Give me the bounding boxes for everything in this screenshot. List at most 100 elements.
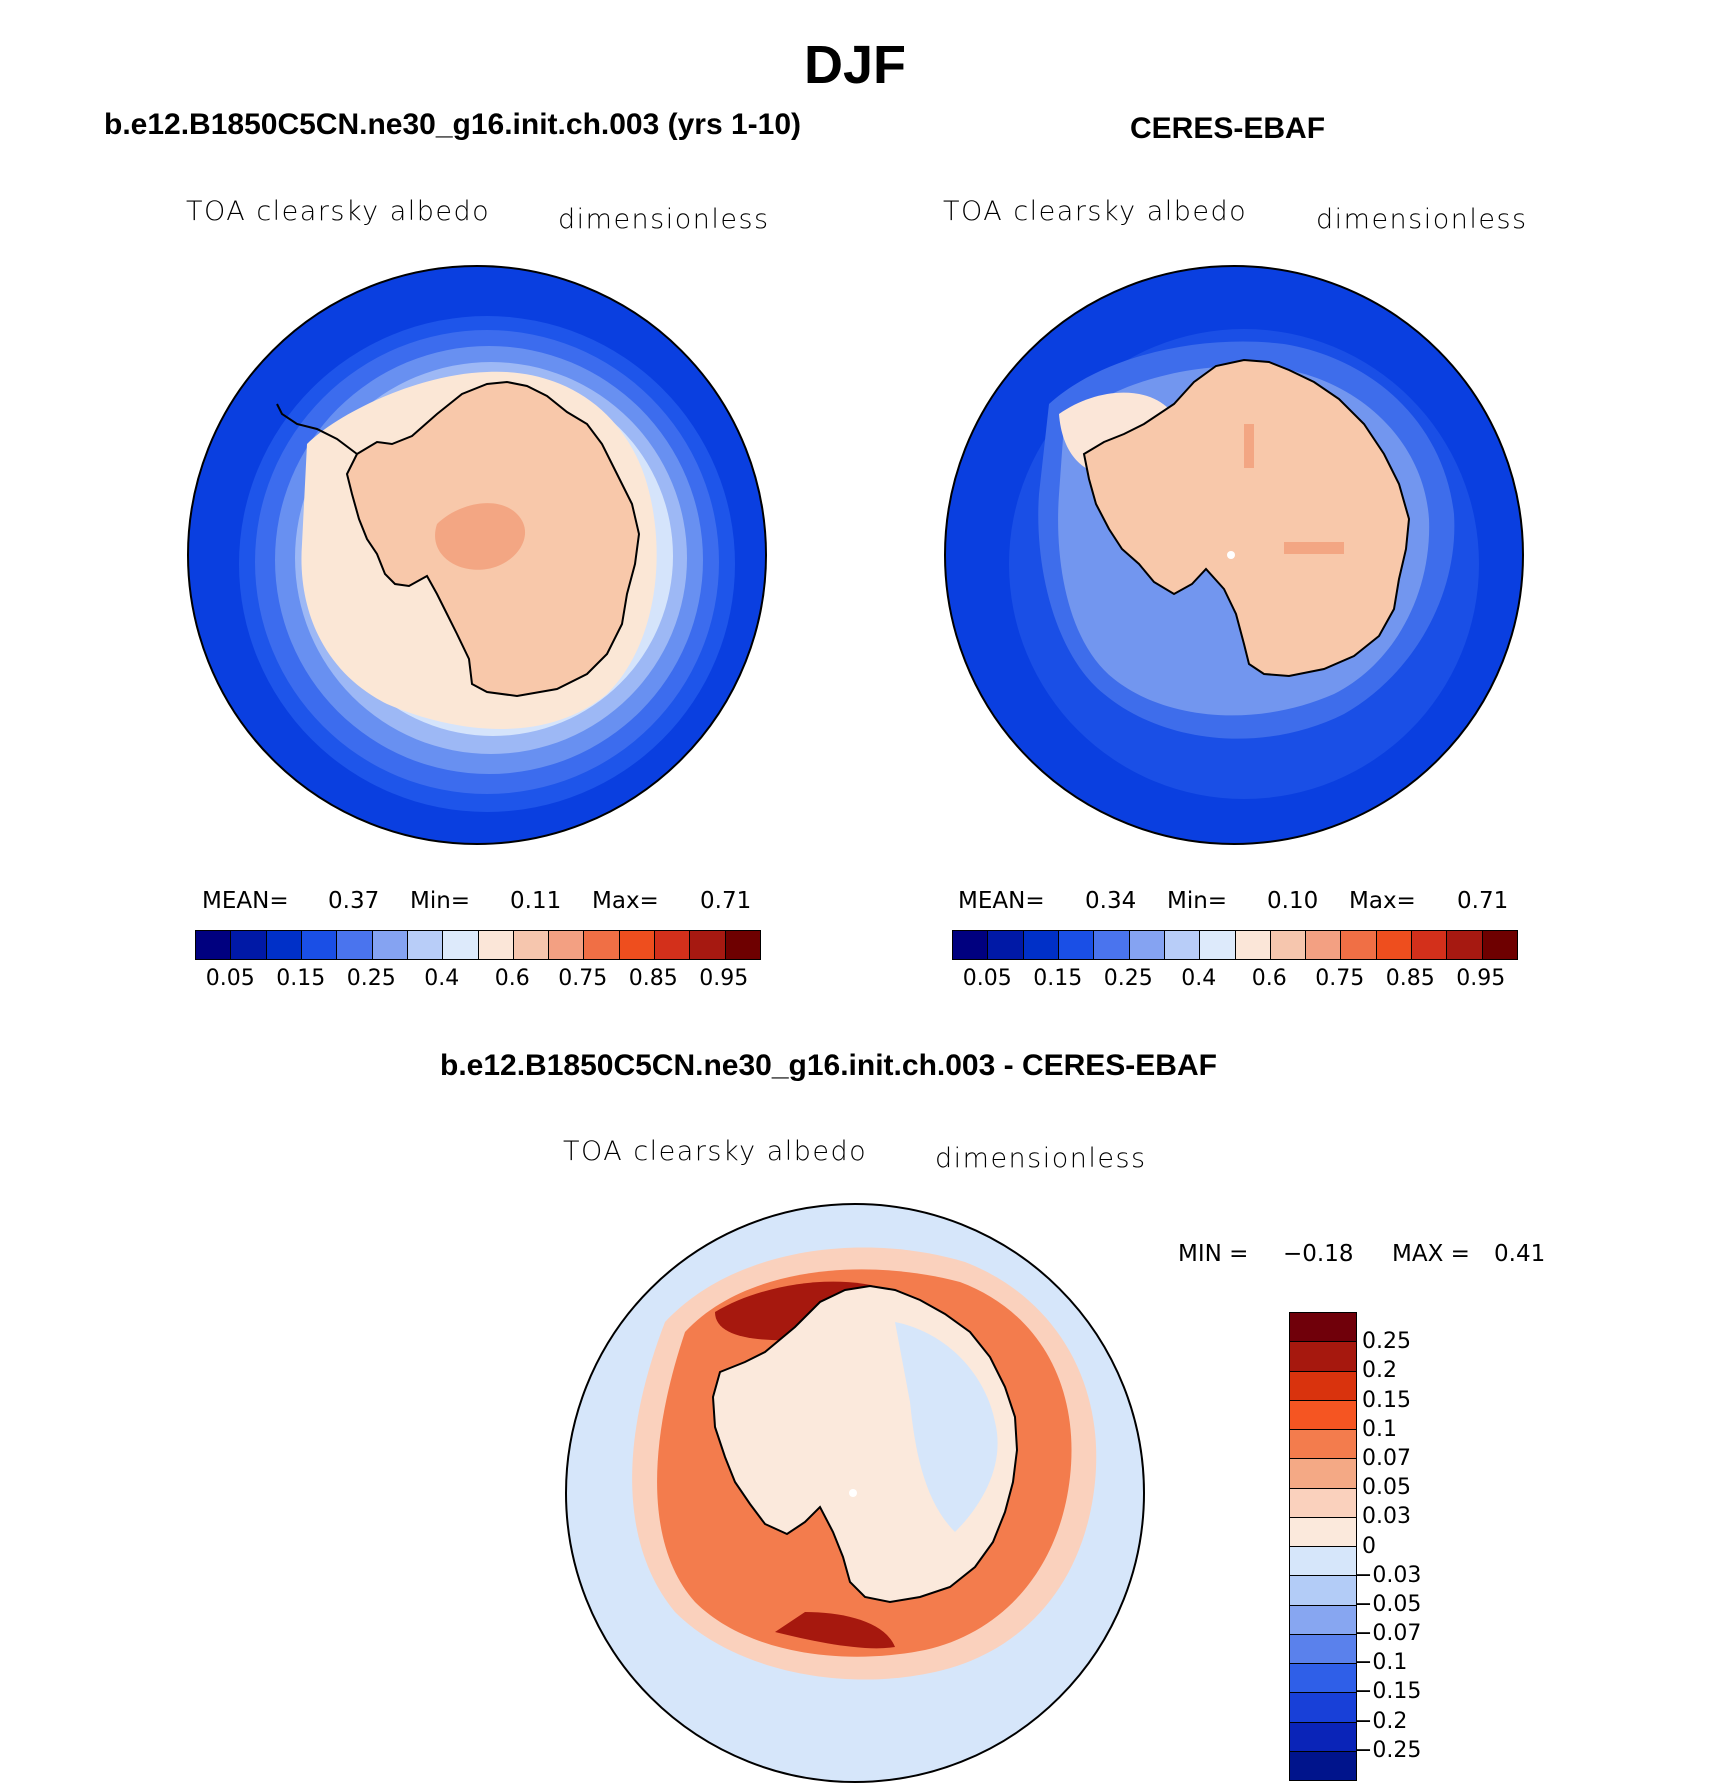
colorbar-swatch [301,931,338,959]
diff-polar-map [565,1203,1145,1783]
figure-title: DJF [803,35,906,95]
colorbar-swatch [513,931,550,959]
colorbar-swatch [1094,931,1130,959]
colorbar-swatch [337,931,373,959]
colorbar-tick-label: 0.15 [1033,966,1083,991]
colorbar-tick-label: 0.05 [205,966,255,991]
colorbar-tick-label: 0.95 [1456,966,1506,991]
diff-colorbar-ticks: 0.25 0.2 0.15 0.1 0.07 0.05 0.03 0 −0.03 −0.05 −0.… [1354,1312,1452,1779]
diff-panel-title: b.e12.B1850C5CN.ne30_g16.init.ch.003 - C… [440,1049,1217,1082]
colorbar-tick-label: 0.95 [699,966,749,991]
model-mean-label: MEAN= [202,888,289,914]
colorbar-swatch [1023,931,1059,959]
colorbar-swatch [1290,1605,1356,1635]
colorbar-swatch [1290,1371,1356,1401]
colorbar-swatch [1290,1430,1356,1460]
obs-max-value: 0.71 [1457,888,1509,914]
obs-mean-value: 0.34 [1085,888,1137,914]
colorbar-swatch [1290,1400,1356,1430]
model-min-label: Min= [410,888,471,914]
colorbar-swatch [266,931,302,959]
colorbar-swatch [1376,931,1413,959]
colorbar-tick-label: 0.07 [1362,1445,1411,1471]
colorbar-tick-label: 0.75 [1315,966,1365,991]
colorbar-swatch [1235,931,1271,959]
colorbar-tick-label: 0.75 [558,966,608,991]
colorbar-swatch [953,931,989,959]
obs-variable-label: TOA clearsky albedo [943,196,1248,227]
obs-min-value: 0.10 [1267,888,1319,914]
model-colorbar [195,930,761,960]
colorbar-tick-label: 0.85 [628,966,678,991]
colorbar-swatch [1290,1517,1356,1547]
colorbar-tick-label: 0.6 [494,966,530,991]
model-max-label: Max= [592,888,659,914]
obs-min-label: Min= [1167,888,1228,914]
colorbar-swatch [619,931,656,959]
colorbar-swatch [1290,1576,1356,1606]
model-mean-value: 0.37 [328,888,380,914]
obs-antarctica-land [1082,358,1411,678]
colorbar-tick-label: 0.03 [1362,1504,1411,1530]
diff-max-value: 0.41 [1494,1241,1546,1267]
model-panel-title: b.e12.B1850C5CN.ne30_g16.init.ch.003 (yr… [104,108,802,141]
colorbar-tick-label: −0.1 [1354,1650,1408,1676]
colorbar-tick-label: 0.25 [1362,1329,1411,1355]
obs-polar-map [944,265,1524,845]
diff-units-label: dimensionless [935,1143,1147,1174]
colorbar-swatch [1058,931,1095,959]
colorbar-swatch [1290,1547,1356,1577]
model-map-border [187,265,767,845]
colorbar-swatch [988,931,1024,959]
diff-colorbar [1289,1312,1357,1781]
colorbar-swatch [196,931,232,959]
colorbar-swatch [1290,1459,1356,1489]
model-peninsula [276,403,358,455]
colorbar-tick-label: 0.15 [276,966,326,991]
colorbar-swatch [725,931,760,959]
model-units-label: dimensionless [558,204,770,235]
diff-pole-point [849,1489,857,1497]
colorbar-swatch [655,931,691,959]
colorbar-swatch [549,931,585,959]
model-high-albedo-patch [435,503,526,570]
model-polar-map [187,265,767,845]
diff-positive-ring [775,1612,895,1649]
obs-stripe [1284,542,1344,554]
colorbar-tick-label: −0.2 [1354,1708,1408,1734]
colorbar-swatch [1270,931,1307,959]
colorbar-swatch [443,931,479,959]
colorbar-tick-label: 0 [1362,1533,1376,1559]
obs-pole-point [1227,551,1235,559]
colorbar-swatch [1412,931,1448,959]
colorbar-swatch [1129,931,1165,959]
obs-max-label: Max= [1349,888,1416,914]
colorbar-tick-label: 0.15 [1362,1387,1411,1413]
colorbar-tick-label: 0.05 [962,966,1012,991]
colorbar-swatch [1290,1693,1356,1723]
colorbar-swatch [231,931,267,959]
diff-map-border [565,1203,1145,1783]
diff-min-label: MIN = [1178,1241,1249,1267]
colorbar-swatch [690,931,726,959]
colorbar-swatch [1482,931,1517,959]
colorbar-swatch [584,931,620,959]
colorbar-swatch [407,931,444,959]
colorbar-swatch [478,931,514,959]
colorbar-swatch [1290,1488,1356,1518]
obs-colorbar-ticks: 0.05 0.15 0.25 0.4 0.6 0.75 0.85 0.95 [952,966,1516,996]
colorbar-tick-label: −0.25 [1354,1737,1422,1763]
colorbar-tick-label: 0.4 [1181,966,1217,991]
colorbar-tick-label: 0.6 [1251,966,1287,991]
colorbar-tick-label: 0.4 [424,966,460,991]
diff-min-value: −0.18 [1283,1241,1354,1267]
diff-negative-patch [895,1322,998,1532]
obs-stripe [1244,424,1254,468]
model-min-value: 0.11 [510,888,562,914]
colorbar-swatch [1290,1751,1356,1780]
colorbar-swatch [1290,1313,1356,1343]
model-variable-label: TOA clearsky albedo [186,196,491,227]
colorbar-swatch [1200,931,1236,959]
colorbar-tick-label: 0.85 [1385,966,1435,991]
colorbar-swatch [1290,1664,1356,1694]
